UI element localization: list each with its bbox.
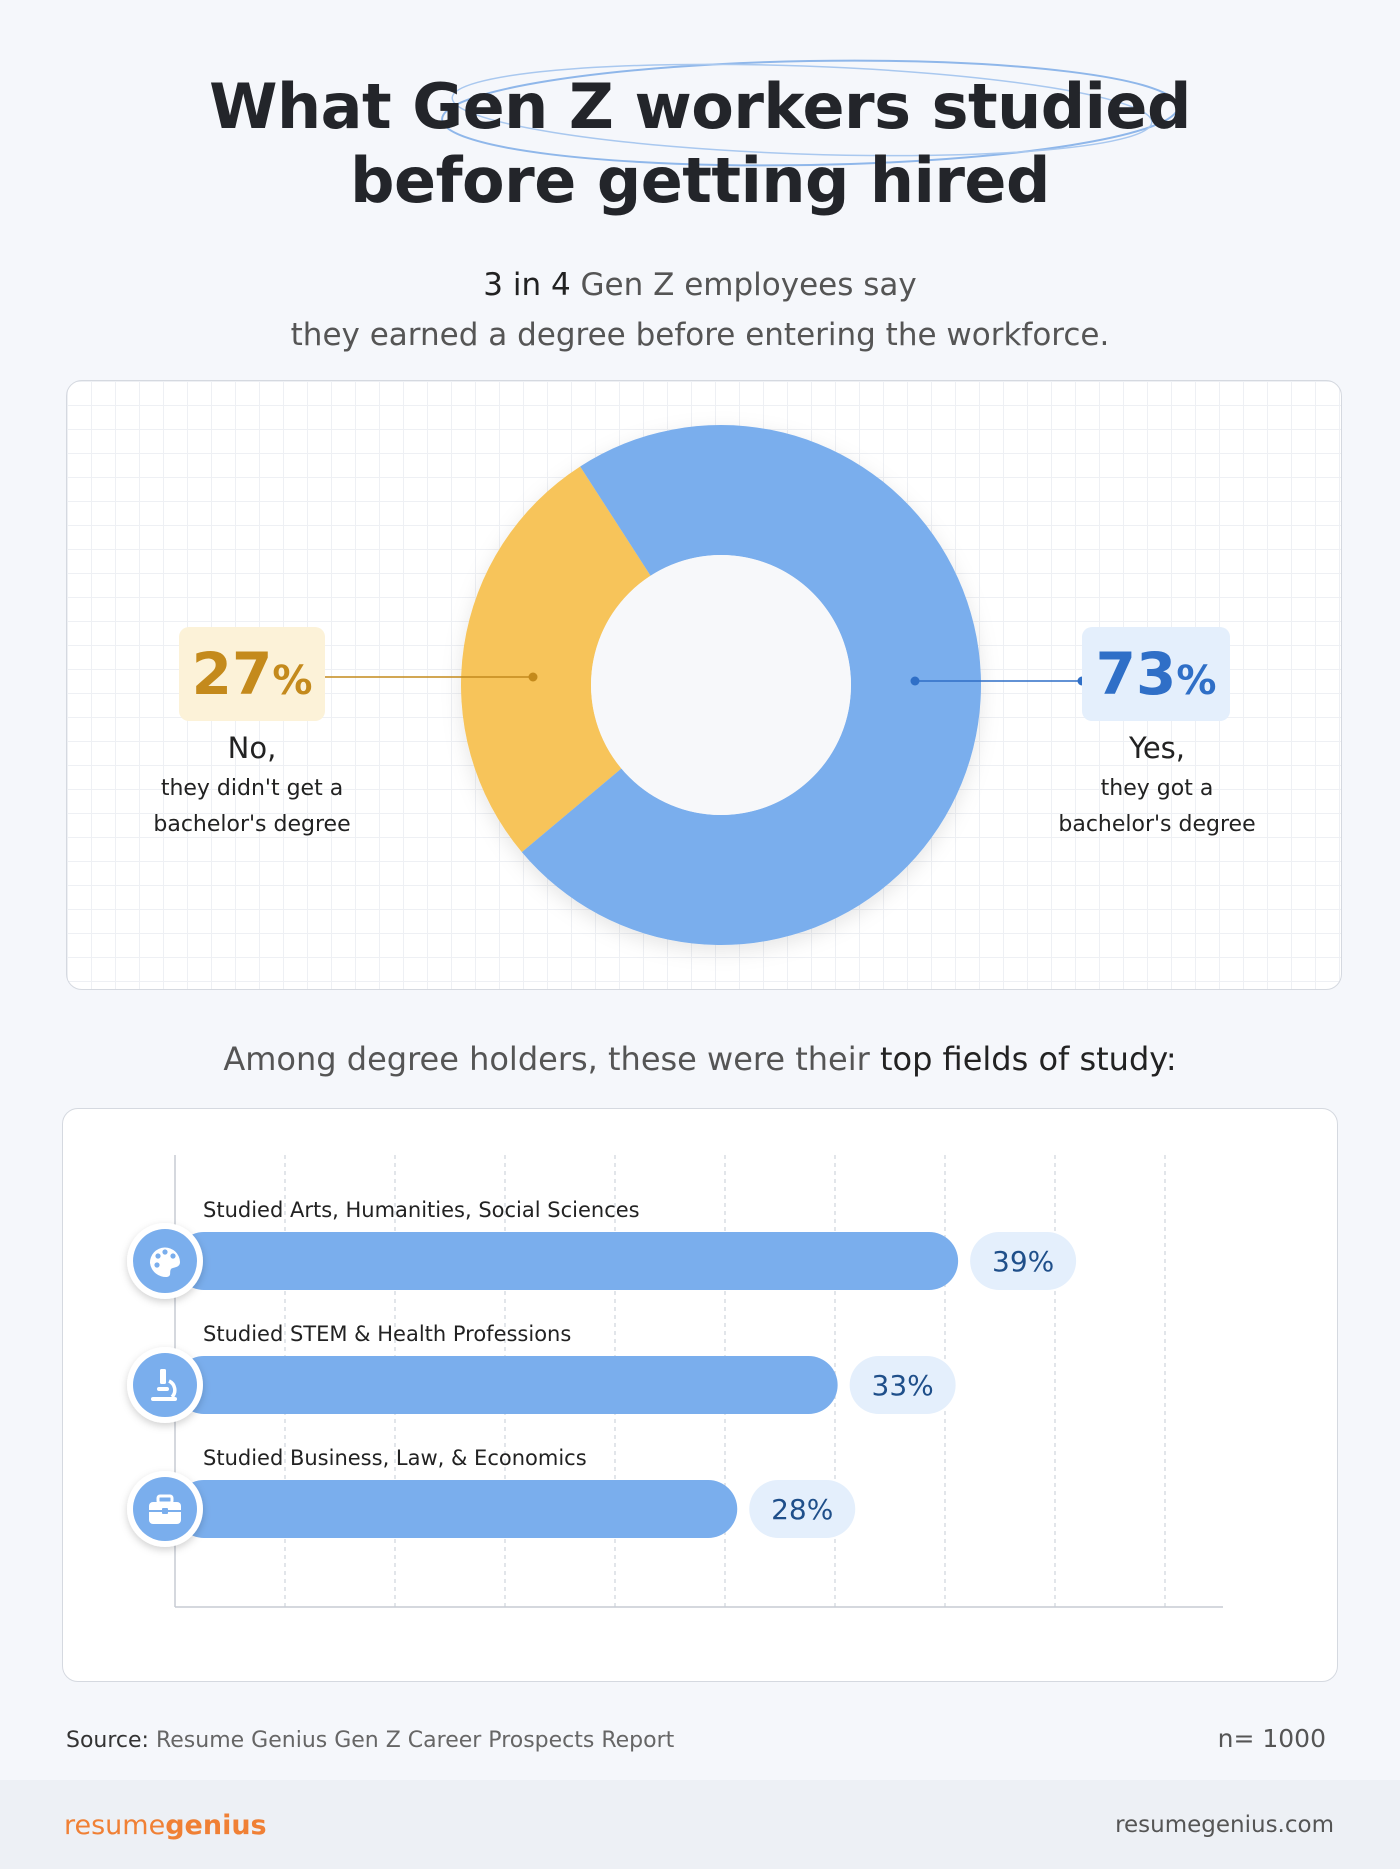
bar-stem (175, 1356, 838, 1414)
no-answer-label: No, (227, 731, 277, 765)
donut-slice-yes (521, 425, 981, 945)
sample-size: n= 1000 (1217, 1724, 1326, 1753)
briefcase-icon (127, 1471, 203, 1547)
title-highlight-ellipse (441, 59, 1179, 167)
no-desc-line-2: bachelor's degree (153, 812, 351, 837)
yes-percentage-badge: 73% (1082, 627, 1230, 721)
bar-business (175, 1480, 738, 1538)
subtitle: 3 in 4 Gen Z employees say they earned a… (0, 260, 1400, 360)
no-percentage-symbol: % (272, 658, 313, 704)
bar-value-pill-stem (849, 1356, 956, 1414)
title-line-1: What Gen Z workers studied (209, 70, 1191, 143)
page-title: What Gen Z workers studied before gettin… (0, 70, 1400, 218)
no-connector-line-dot-2 (528, 672, 538, 682)
bar-category-label-stem: Studied STEM & Health Professions (203, 1322, 571, 1346)
subtitle-highlight: 3 in 4 (483, 267, 571, 303)
bar-arts (175, 1232, 959, 1290)
yes-desc-line-1: they got a (1100, 776, 1214, 801)
no-answer-description: they didn't get a bachelor's degree (102, 771, 402, 843)
yes-answer-description: they got a bachelor's degree (1007, 771, 1307, 843)
donut-chart (258, 425, 1087, 945)
bar-chart: Studied Arts, Humanities, Social Science… (127, 1155, 1223, 1608)
no-percentage-value: 27 (191, 640, 273, 708)
donut-slice-no (461, 466, 651, 853)
title-line-2: before getting hired (350, 144, 1050, 217)
yes-connector-line-dot-1 (910, 676, 920, 686)
yes-answer-label: Yes, (1128, 731, 1186, 765)
website-link[interactable]: resumegenius.com (1115, 1812, 1334, 1838)
yes-percentage-symbol: % (1176, 658, 1217, 704)
logo-light-text: resume (64, 1810, 166, 1841)
section-heading-highlight: top fields of study: (879, 1040, 1177, 1078)
no-percentage-badge: 27% (179, 627, 325, 721)
bar-value-pill-arts (970, 1232, 1077, 1290)
bar-value-label-arts: 39% (992, 1245, 1054, 1278)
subtitle-text-1: Gen Z employees say (570, 267, 917, 303)
bar-chart-card: Studied Arts, Humanities, Social Science… (62, 1108, 1338, 1682)
bar-category-label-arts: Studied Arts, Humanities, Social Science… (203, 1198, 640, 1222)
bar-category-label-business: Studied Business, Law, & Economics (203, 1446, 587, 1470)
source-label: Source: (66, 1728, 149, 1753)
bar-value-label-stem: 33% (872, 1369, 934, 1402)
palette-icon (127, 1223, 203, 1299)
donut-hole (591, 555, 851, 815)
brand-logo[interactable]: resumegenius (64, 1810, 267, 1841)
yes-desc-line-2: bachelor's degree (1058, 812, 1256, 837)
donut-chart-card: 27% No, they didn't get a bachelor's deg… (66, 380, 1342, 990)
bar-value-label-business: 28% (771, 1493, 833, 1526)
microscope-icon (127, 1347, 203, 1423)
footer-bar: resumegenius resumegenius.com (0, 1780, 1400, 1869)
yes-percentage-value: 73 (1095, 640, 1177, 708)
source-note: Source: Resume Genius Gen Z Career Prosp… (66, 1728, 674, 1753)
no-desc-line-1: they didn't get a (160, 776, 344, 801)
section-heading: Among degree holders, these were their t… (0, 1040, 1400, 1078)
subtitle-text-2: they earned a degree before entering the… (290, 317, 1110, 353)
logo-bold-text: genius (165, 1810, 267, 1841)
source-text: Resume Genius Gen Z Career Prospects Rep… (148, 1728, 675, 1753)
bar-value-pill-business (749, 1480, 856, 1538)
section-heading-text: Among degree holders, these were their (223, 1040, 880, 1078)
